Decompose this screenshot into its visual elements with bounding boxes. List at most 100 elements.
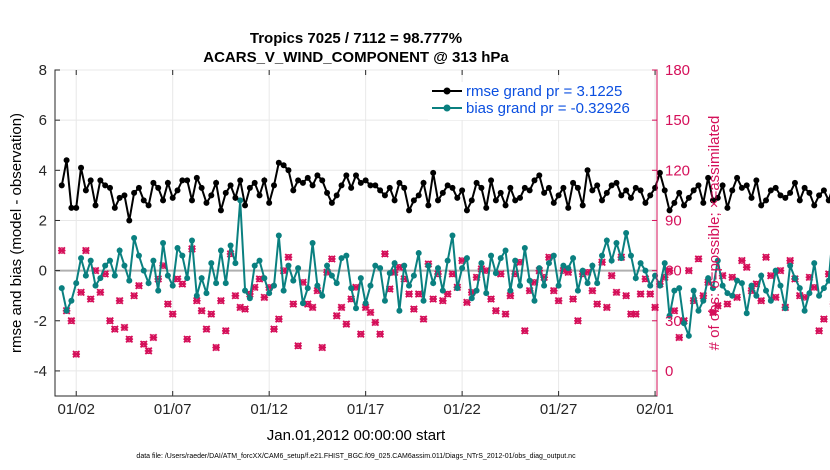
bias-point	[599, 252, 606, 259]
rmse-point	[656, 169, 663, 176]
bias-point	[295, 265, 302, 272]
rmse-point	[454, 194, 461, 201]
bias-point	[555, 282, 562, 289]
bias-point	[705, 275, 712, 282]
obs-assimilated-marker	[217, 296, 225, 305]
rmse-point	[87, 177, 94, 184]
bias-point	[550, 252, 557, 259]
bias-point	[184, 275, 191, 282]
rmse-point	[767, 187, 774, 194]
rmse-point	[738, 184, 745, 191]
obs-assimilated-marker	[419, 315, 428, 323]
obs-assimilated-marker	[506, 291, 515, 300]
bias-point	[367, 282, 374, 289]
obs-assimilated-marker	[342, 320, 351, 328]
bias-point	[140, 267, 147, 274]
y-right-tick-label: 0	[665, 363, 673, 380]
bias-point	[531, 297, 538, 304]
obs-assimilated-marker	[318, 343, 327, 352]
rmse-point	[729, 187, 736, 194]
bias-point	[468, 295, 475, 302]
bias-point	[574, 287, 581, 294]
bias-point	[82, 272, 89, 279]
y-axis-label-right: # of obs: o=possible; ×=assimilated	[706, 116, 723, 351]
rmse-point	[116, 194, 123, 201]
rmse-point	[444, 182, 451, 189]
bias-point	[401, 262, 408, 269]
rmse-point	[459, 187, 466, 194]
rmse-point	[338, 182, 345, 189]
bias-point	[63, 307, 70, 314]
bias-point	[517, 282, 524, 289]
bias-point	[256, 257, 263, 264]
rmse-point	[497, 189, 504, 196]
rmse-point	[681, 202, 688, 209]
rmse-point	[193, 174, 200, 181]
rmse-point	[285, 167, 292, 174]
bias-point	[222, 280, 229, 287]
bias-point	[545, 260, 552, 267]
rmse-point	[391, 197, 398, 204]
bias-point	[97, 275, 104, 282]
obs-assimilated-marker	[501, 310, 510, 318]
rmse-point	[526, 187, 533, 194]
rmse-point	[671, 199, 678, 206]
rmse-point	[806, 189, 813, 196]
legend-bias-label: bias grand pr = -0.32926	[466, 100, 630, 117]
rmse-point	[811, 202, 818, 209]
bias-point	[198, 275, 205, 282]
rmse-point	[324, 189, 331, 196]
obs-assimilated-marker	[665, 266, 674, 275]
bias-point	[671, 287, 678, 294]
chart-title: Tropics 7025 / 7112 = 98.777%	[250, 30, 462, 47]
obs-assimilated-marker	[646, 290, 655, 298]
rmse-point	[647, 192, 654, 199]
bias-point	[492, 270, 499, 277]
obs-assimilated-marker	[588, 286, 597, 295]
bias-point	[570, 255, 577, 262]
rmse-point	[309, 182, 316, 189]
obs-assimilated-marker	[574, 316, 582, 325]
rmse-point	[676, 189, 683, 196]
rmse-point	[782, 194, 789, 201]
rmse-point	[121, 192, 128, 199]
obs-assimilated-marker	[371, 318, 380, 327]
y-axis-left: -4 -2 0 2 4 6 8	[34, 62, 60, 380]
obs-assimilated-marker	[183, 335, 192, 343]
rmse-point	[275, 159, 282, 166]
bias-point	[381, 297, 388, 304]
rmse-point	[145, 202, 152, 209]
obs-assimilated-marker	[463, 298, 471, 307]
bias-point	[145, 280, 152, 287]
rmse-point	[319, 177, 326, 184]
bias-point	[772, 267, 779, 274]
bias-point	[618, 255, 625, 262]
rmse-point	[92, 202, 99, 209]
rmse-point	[816, 192, 823, 199]
y-right-tick-label: 120	[665, 162, 690, 179]
bias-point	[806, 290, 813, 297]
bias-point	[68, 297, 75, 304]
legend: rmse grand pr = 3.1225 bias grand pr = -…	[428, 82, 652, 120]
obs-assimilated-marker	[622, 291, 630, 300]
rmse-point	[734, 174, 741, 181]
rmse-point	[333, 192, 340, 199]
bias-point	[232, 260, 239, 267]
rmse-point	[203, 199, 210, 206]
bias-point	[435, 265, 442, 272]
obs-assimilated-marker	[410, 305, 418, 313]
rmse-point	[396, 179, 403, 186]
rmse-point	[623, 187, 630, 194]
rmse-point	[401, 184, 408, 191]
rmse-point	[410, 197, 417, 204]
rmse-point	[131, 189, 138, 196]
bias-point	[333, 280, 340, 287]
rmse-point	[492, 197, 499, 204]
obs-assimilated-marker	[381, 250, 389, 258]
obs-assimilated-marker	[738, 256, 746, 265]
bias-point	[439, 287, 446, 294]
rmse-point	[386, 184, 393, 191]
bias-point	[314, 282, 321, 289]
obs-assimilated-marker	[554, 296, 563, 305]
bias-point	[106, 257, 113, 264]
